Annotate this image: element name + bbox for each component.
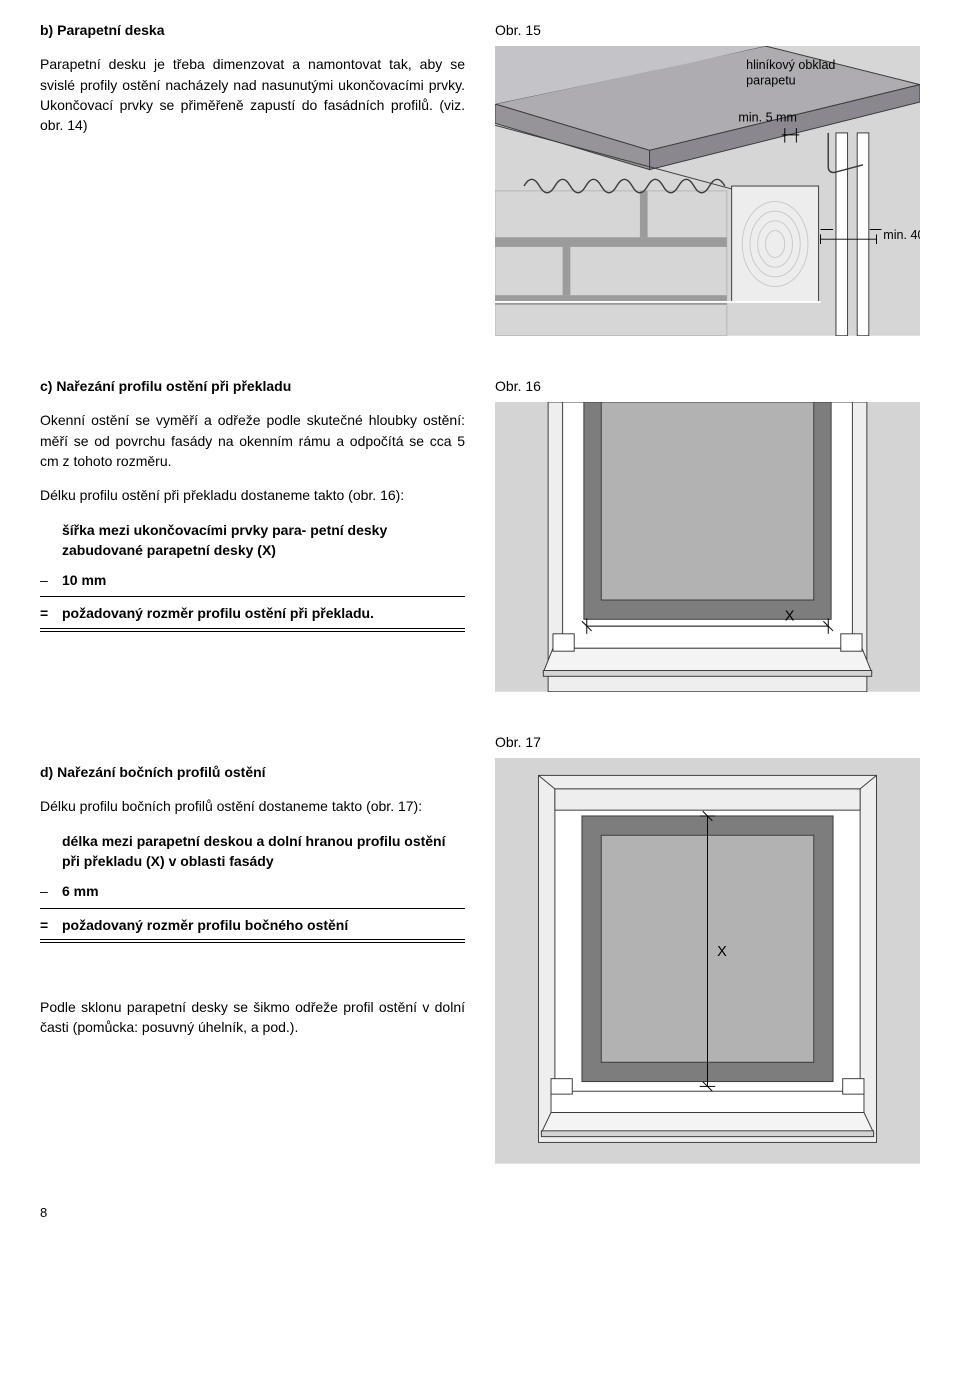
section-c-equals: =požadovaný rozměr profilu ostění při př… bbox=[40, 603, 465, 623]
fig16-x: X bbox=[785, 609, 795, 625]
fig15-svg: hliníkový obklad parapetu min. 5 mm min.… bbox=[495, 46, 920, 336]
section-c-p1: Okenní ostění se vyměří a odřeže podle s… bbox=[40, 410, 465, 471]
fig17-label: Obr. 17 bbox=[495, 732, 920, 752]
page-number: 8 bbox=[40, 1204, 920, 1223]
rule-thin-c bbox=[40, 596, 465, 597]
section-d-indent: délka mezi parapetní deskou a dolní hran… bbox=[62, 831, 465, 872]
fig17-svg: X bbox=[495, 758, 920, 1164]
rule-thin-d bbox=[40, 908, 465, 909]
fig16-label: Obr. 16 bbox=[495, 376, 920, 396]
row-section-b: b) Parapetní deska Parapetní desku je tř… bbox=[40, 20, 920, 336]
section-d-minus: –6 mm bbox=[40, 881, 465, 901]
section-c-indent: šířka mezi ukončovacími prvky para- petn… bbox=[62, 520, 465, 561]
rule-double-d bbox=[40, 939, 465, 943]
row-section-d: d) Nařezání bočních profilů ostění Délku… bbox=[40, 732, 920, 1164]
section-c-p2: Délku profilu ostění při překladu dostan… bbox=[40, 485, 465, 505]
heading-d: d) Nařezání bočních profilů ostění bbox=[40, 762, 465, 782]
fig15-label: Obr. 15 bbox=[495, 20, 920, 40]
svg-text:parapetu: parapetu bbox=[746, 74, 796, 88]
section-d-equals: =požadovaný rozměr profilu bočného ostěn… bbox=[40, 915, 465, 935]
fig15-dim1: min. 5 mm bbox=[738, 111, 797, 125]
svg-text:hliníkový obklad: hliníkový obklad bbox=[746, 58, 835, 72]
fig15-dim2: min. 40 mm bbox=[883, 228, 920, 242]
heading-b: b) Parapetní deska bbox=[40, 20, 465, 40]
section-d-p1: Délku profilu bočních profilů ostění dos… bbox=[40, 796, 465, 816]
heading-c: c) Nařezání profilu ostění při překladu bbox=[40, 376, 465, 396]
rule-double-c bbox=[40, 628, 465, 632]
row-section-c: c) Nařezání profilu ostění při překladu … bbox=[40, 376, 920, 692]
section-b-p1: Parapetní desku je třeba dimenzovat a na… bbox=[40, 54, 465, 135]
fig17-x: X bbox=[717, 944, 727, 960]
fig16-svg: X bbox=[495, 402, 920, 692]
section-c-minus: –10 mm bbox=[40, 570, 465, 590]
section-d-p2: Podle sklonu parapetní desky se šikmo od… bbox=[40, 997, 465, 1038]
